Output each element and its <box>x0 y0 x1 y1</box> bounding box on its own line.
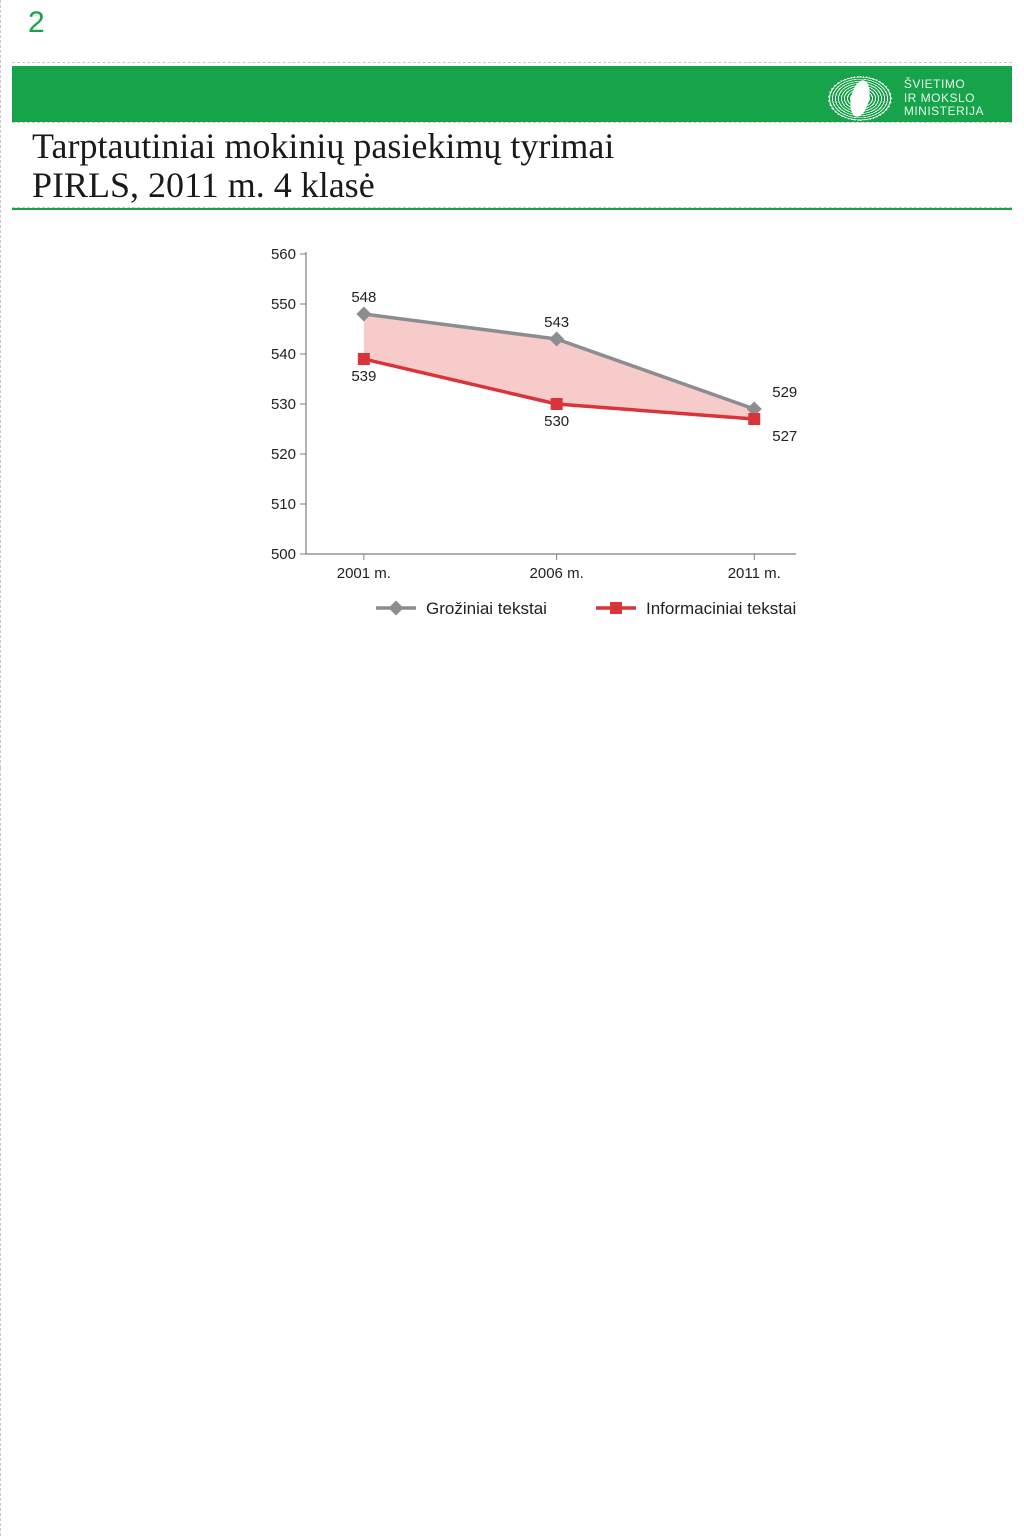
svg-text:Grožiniai tekstai: Grožiniai tekstai <box>426 599 547 618</box>
ministry-logo: ŠVIETIMO IR MOKSLO MINISTERIJA <box>828 76 984 121</box>
svg-text:560: 560 <box>271 246 296 263</box>
svg-text:530: 530 <box>271 396 296 413</box>
title-line-2: PIRLS, 2011 m. 4 klasė <box>32 166 992 205</box>
logo-text-1: ŠVIETIMO <box>904 78 984 92</box>
svg-text:529: 529 <box>772 384 797 401</box>
svg-text:2011 m.: 2011 m. <box>728 565 781 582</box>
svg-text:543: 543 <box>544 314 569 331</box>
svg-text:Informaciniai tekstai: Informaciniai tekstai <box>646 599 796 618</box>
svg-text:527: 527 <box>772 428 797 445</box>
svg-text:2006 m.: 2006 m. <box>530 565 584 582</box>
svg-text:550: 550 <box>271 296 296 313</box>
pirls-chart: 500 510 520 530 540 550 560 2001 m. 2006 m. 2011 … <box>248 244 808 632</box>
svg-text:548: 548 <box>351 289 376 306</box>
svg-text:540: 540 <box>271 346 296 363</box>
title-band: Tarptautiniai mokinių pasiekimų tyrimai … <box>12 122 1012 208</box>
logo-text-2: IR MOKSLO <box>904 92 984 106</box>
logo-icon <box>828 76 892 121</box>
page-number: 2 <box>28 6 45 40</box>
svg-text:530: 530 <box>544 413 569 430</box>
svg-text:510: 510 <box>271 496 296 513</box>
svg-text:539: 539 <box>351 368 376 385</box>
logo-text-3: MINISTERIJA <box>904 105 984 119</box>
title-line-1: Tarptautiniai mokinių pasiekimų tyrimai <box>32 127 992 166</box>
svg-text:500: 500 <box>271 546 296 563</box>
svg-text:2001 m.: 2001 m. <box>337 565 391 582</box>
svg-text:520: 520 <box>271 446 296 463</box>
